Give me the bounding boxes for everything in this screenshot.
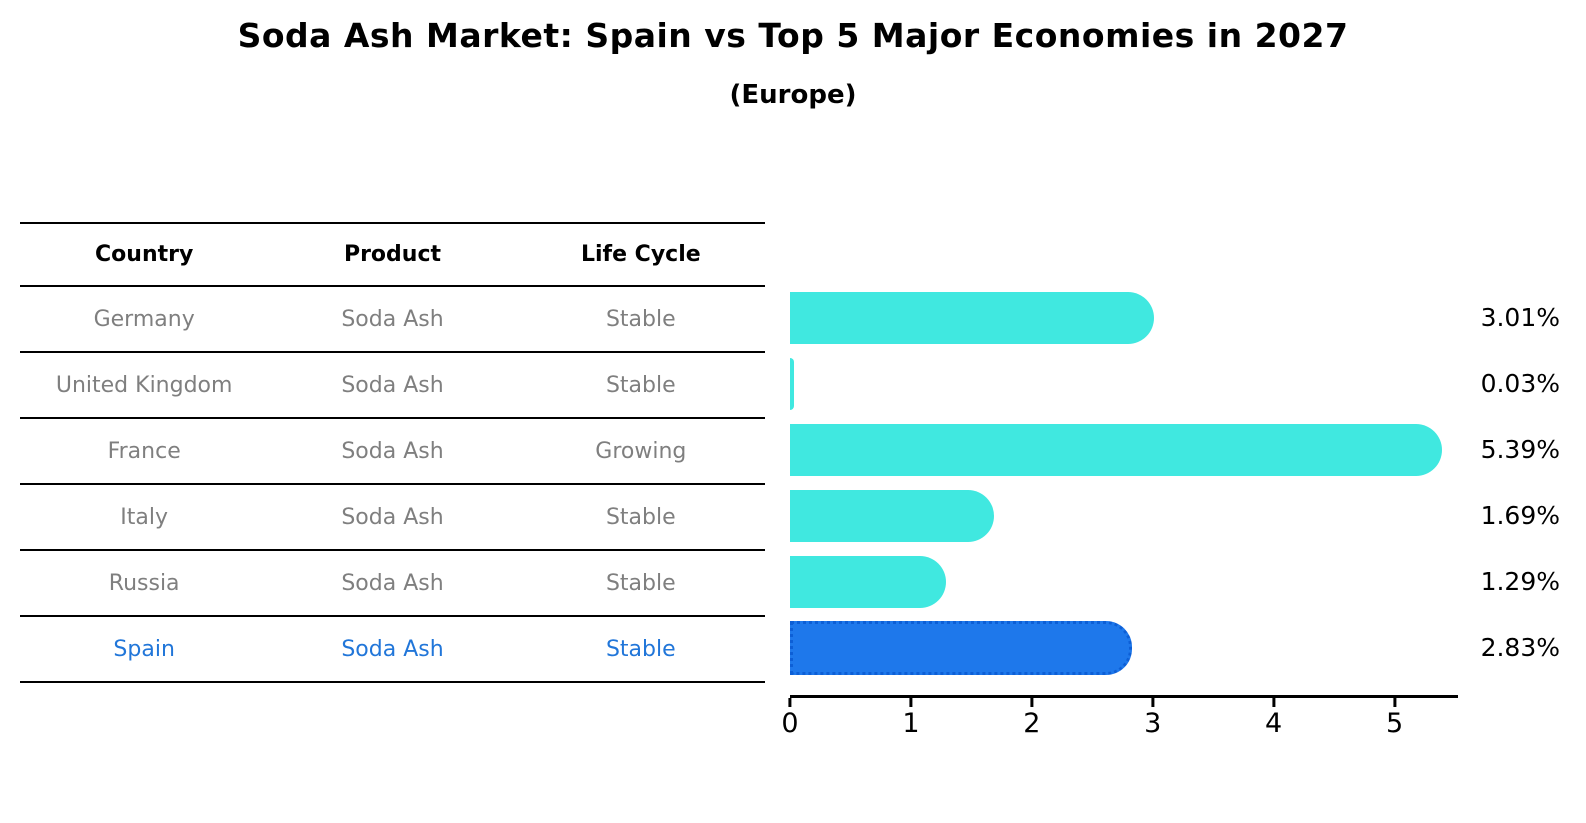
country-cell: Russia [108,570,180,596]
tick-label: 5 [1385,708,1404,739]
value-label-united-kingdom: 0.03% [1480,369,1560,398]
table-row-france: France Soda Ash Growing [20,419,765,485]
chart-title: Soda Ash Market: Spain vs Top 5 Major Ec… [237,16,1349,55]
tick-mark [788,698,792,707]
value-label-russia: 1.29% [1480,567,1560,596]
x-axis: 0 1 2 3 4 5 [781,698,1455,748]
value-label-italy: 1.69% [1480,501,1560,530]
country-cell: France [107,438,181,464]
bar-row [790,285,1455,351]
product-cell: Soda Ash [341,372,444,398]
table-row-russia: Russia Soda Ash Stable [20,551,765,617]
bar-row [790,417,1455,483]
x-axis-tick: 3 [1144,698,1161,739]
value-labels: 3.01% 0.03% 5.39% 1.69% 1.29% 2.83% [1462,285,1560,681]
x-axis-tick: 0 [781,698,799,739]
x-axis-line [790,695,1458,698]
bar-italy [790,490,995,542]
bar-row [790,549,1455,615]
lifecycle-cell: Stable [605,504,676,530]
value-label-france: 5.39% [1480,435,1560,464]
x-axis-tick: 2 [1023,698,1040,739]
tick-label: 3 [1144,708,1162,739]
tick-mark [909,698,913,707]
bar-row [790,351,1455,417]
table-row-germany: Germany Soda Ash Stable [20,287,765,353]
tick-label: 4 [1265,708,1283,739]
chart-subtitle: (Europe) [729,80,857,110]
lifecycle-cell: Stable [605,636,676,662]
tick-mark [1393,698,1397,707]
bar-row [790,615,1455,681]
table-row-spain-highlighted: Spain Soda Ash Stable [20,617,765,683]
column-header-country: Country [95,242,194,267]
column-header-lifecycle: Life Cycle [580,242,701,267]
country-cell: Spain [113,636,175,662]
tick-mark [1030,698,1034,707]
product-cell: Soda Ash [341,570,444,596]
tick-mark [1272,698,1276,707]
x-axis-tick: 5 [1386,698,1403,739]
bar-plot [790,285,1455,681]
country-cell: Germany [93,306,195,332]
x-axis-tick: 1 [902,698,920,739]
value-label-spain: 2.83% [1480,633,1560,662]
bar-russia [790,556,946,608]
table-row-italy: Italy Soda Ash Stable [20,485,765,551]
value-label-germany: 3.01% [1480,303,1560,332]
country-cell: Italy [120,504,169,530]
lifecycle-cell: Stable [605,570,676,596]
product-cell: Soda Ash [341,504,444,530]
product-cell: Soda Ash [341,306,444,332]
table-row-united-kingdom: United Kingdom Soda Ash Stable [20,353,765,419]
bar-row [790,483,1455,549]
tick-label: 0 [781,708,799,739]
bar-germany [790,292,1154,344]
bar-united-kingdom [790,358,794,410]
lifecycle-cell: Stable [605,372,676,398]
economies-table: Country Product Life Cycle Germany Soda … [20,222,765,683]
product-cell: Soda Ash [341,636,444,662]
tick-mark [1151,698,1155,707]
country-cell: United Kingdom [55,372,233,398]
tick-label: 2 [1023,708,1041,739]
bar-spain-highlighted [790,621,1133,675]
table-header-row: Country Product Life Cycle [20,224,765,287]
x-axis-tick: 4 [1265,698,1282,739]
tick-label: 1 [902,708,920,739]
column-header-product: Product [343,242,442,267]
product-cell: Soda Ash [341,438,444,464]
lifecycle-cell: Growing [595,438,687,464]
bar-france [790,424,1442,476]
lifecycle-cell: Stable [605,306,676,332]
